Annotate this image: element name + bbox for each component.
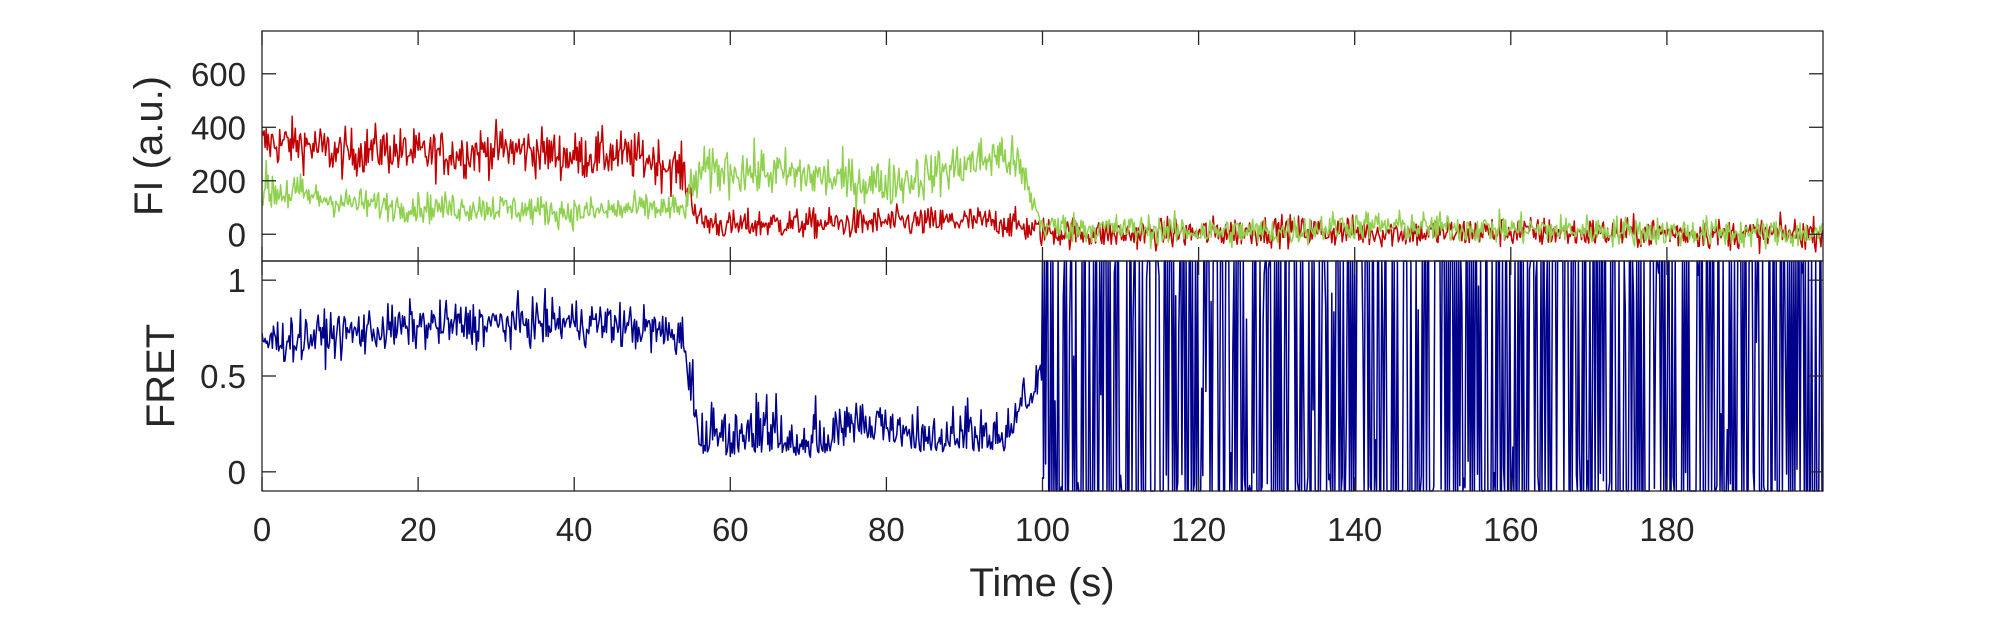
fluorescence-ytick-label: 0 (228, 216, 246, 253)
fret-ytick-label: 0.5 (200, 358, 246, 395)
fluorescence-ytick-label: 600 (191, 56, 246, 93)
fluorescence-traces (261, 115, 1824, 255)
fret-y-axis: 00.51 (200, 262, 1823, 491)
time-x-axis: 0 20 40 60 80 100 120 140 160 180 (253, 31, 1694, 548)
time-xtick-label: 80 (868, 511, 905, 548)
fret-y-axis-label: FRET (139, 324, 183, 428)
time-xtick-label: 40 (556, 511, 593, 548)
fret-ytick-label: 1 (228, 262, 246, 299)
fluorescence-y-axis-label: FI (a.u.) (127, 76, 171, 216)
time-xtick-label: 60 (712, 511, 749, 548)
time-xtick-label: 100 (1015, 511, 1070, 548)
time-xtick-label: 120 (1171, 511, 1226, 548)
fluorescence-y-axis: 0 200 400 600 (191, 56, 1823, 253)
time-xtick-label: 20 (400, 511, 437, 548)
fluorescence-ytick-label: 200 (191, 163, 246, 200)
fluorescence-panel: 0 200 400 600 FI (a.u.) (127, 30, 1824, 262)
fluorescence-ytick-label: 400 (191, 109, 246, 146)
time-xtick-label: 160 (1483, 511, 1538, 548)
time-xtick-label: 180 (1639, 511, 1694, 548)
time-xtick-label: 140 (1327, 511, 1382, 548)
time-x-axis-label: Time (s) (969, 561, 1114, 605)
fluorescence-series-1-line (261, 134, 1824, 250)
time-xtick-label: 0 (253, 511, 271, 548)
fret-ytick-label: 0 (228, 454, 246, 491)
fret-panel: 00.51 0 20 40 60 80 100 120 140 160 180 FRET Time… (139, 31, 1824, 605)
